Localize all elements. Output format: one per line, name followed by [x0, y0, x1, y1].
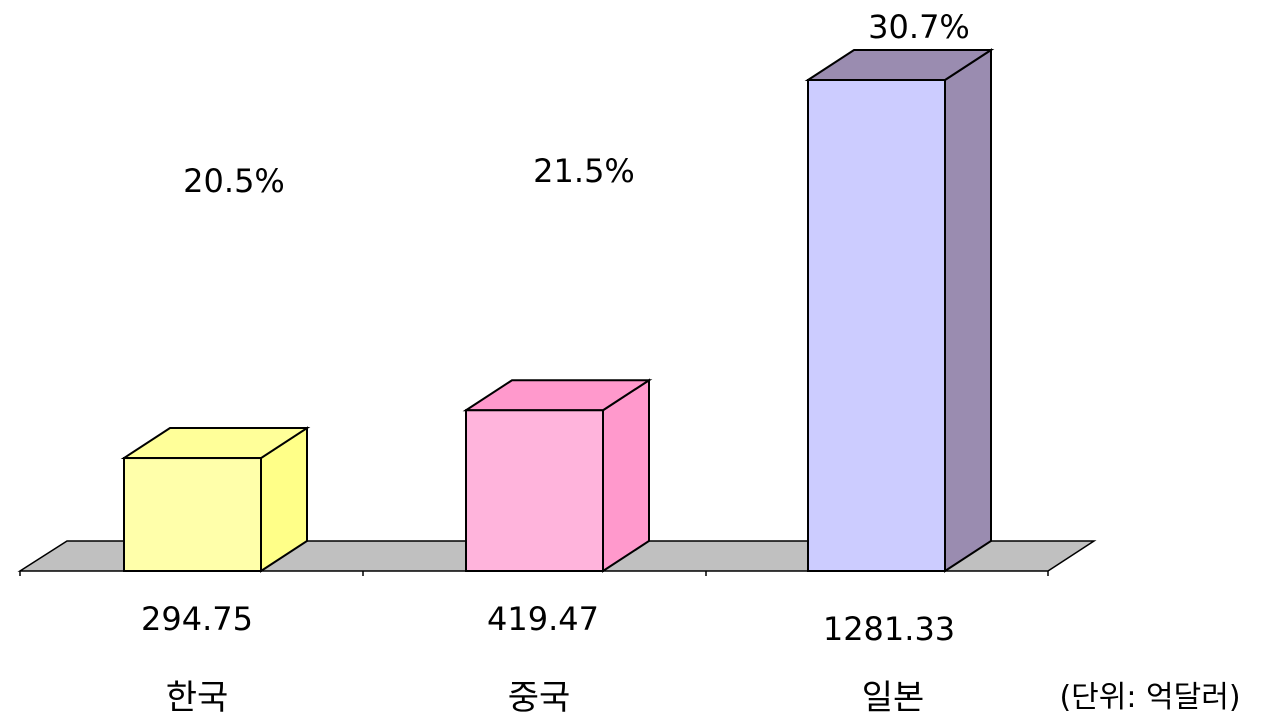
labels: 20.5% 21.5% 30.7% 294.75 419.47 1281.33 …: [141, 8, 1241, 718]
category-label: 한국: [166, 678, 229, 718]
bar: [120, 426, 311, 573]
bar-side: [944, 48, 992, 573]
bar: [462, 378, 653, 573]
bar: [804, 48, 995, 573]
bars: [120, 48, 995, 573]
value-label: 419.47: [487, 600, 599, 638]
value-label: 294.75: [141, 600, 253, 638]
bar-side: [602, 378, 650, 573]
category-label: 일본: [862, 678, 925, 718]
percent-label: 20.5%: [183, 162, 285, 200]
value-label: 1281.33: [823, 610, 955, 648]
percent-label: 21.5%: [533, 152, 635, 190]
percent-label: 30.7%: [868, 8, 970, 46]
unit-label: (단위: 억달러): [1059, 680, 1240, 715]
bar-front: [465, 409, 604, 573]
bar-front: [807, 79, 946, 572]
bar-front: [123, 457, 262, 572]
category-label: 중국: [508, 678, 571, 718]
